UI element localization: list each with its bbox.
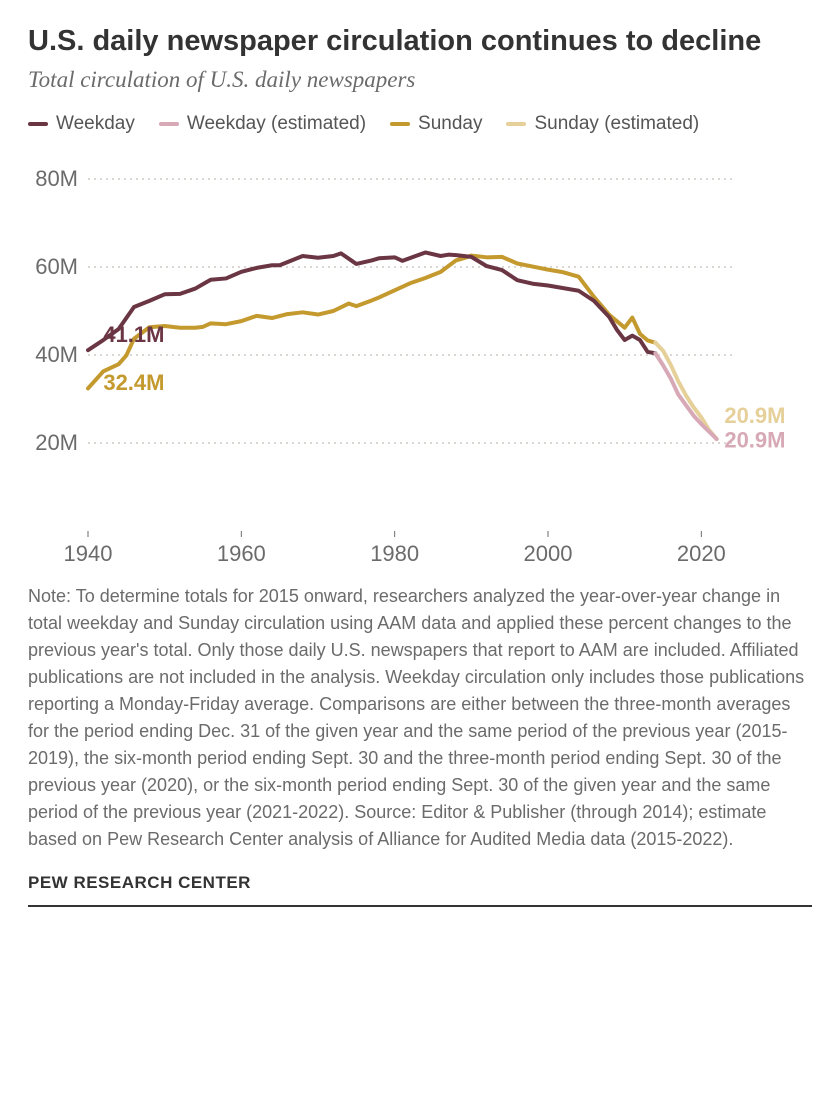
- annotation-label: 20.9M: [724, 403, 785, 428]
- annotation-label: 41.1M: [103, 322, 164, 347]
- legend: Weekday Weekday (estimated) Sunday Sunday (…: [28, 113, 812, 135]
- y-tick-label: 80M: [35, 166, 78, 191]
- legend-item: Sunday (estimated): [506, 113, 699, 135]
- x-tick-label: 2020: [677, 541, 726, 566]
- annotation-label: 20.9M: [724, 427, 785, 452]
- legend-swatch: [28, 122, 48, 126]
- chart-note: Note: To determine totals for 2015 onwar…: [28, 583, 812, 853]
- y-tick-label: 40M: [35, 342, 78, 367]
- x-tick-label: 1980: [370, 541, 419, 566]
- attribution: PEW RESEARCH CENTER: [28, 873, 812, 893]
- chart-subtitle: Total circulation of U.S. daily newspape…: [28, 67, 812, 93]
- legend-swatch: [159, 122, 179, 126]
- legend-swatch: [506, 122, 526, 126]
- x-tick-label: 1960: [217, 541, 266, 566]
- chart-title: U.S. daily newspaper circulation continu…: [28, 24, 812, 59]
- x-tick-label: 1940: [64, 541, 113, 566]
- series-sunday_est: [655, 342, 716, 438]
- legend-label: Sunday (estimated): [534, 113, 699, 135]
- line-chart: 20M 40M 60M 80M 1940 1960 1980 2000 2020 41.1M 32.…: [28, 147, 812, 567]
- legend-label: Sunday: [418, 113, 482, 135]
- y-tick-label: 20M: [35, 430, 78, 455]
- legend-item: Sunday: [390, 113, 482, 135]
- annotation-label: 32.4M: [103, 370, 164, 395]
- legend-item: Weekday (estimated): [159, 113, 366, 135]
- chart-svg: 20M 40M 60M 80M 1940 1960 1980 2000 2020 41.1M 32.…: [28, 147, 812, 567]
- bottom-rule: [28, 905, 812, 907]
- y-tick-label: 60M: [35, 254, 78, 279]
- series-sunday: [88, 255, 655, 388]
- x-tick-label: 2000: [524, 541, 573, 566]
- legend-label: Weekday: [56, 113, 135, 135]
- legend-label: Weekday (estimated): [187, 113, 366, 135]
- legend-item: Weekday: [28, 113, 135, 135]
- legend-swatch: [390, 122, 410, 126]
